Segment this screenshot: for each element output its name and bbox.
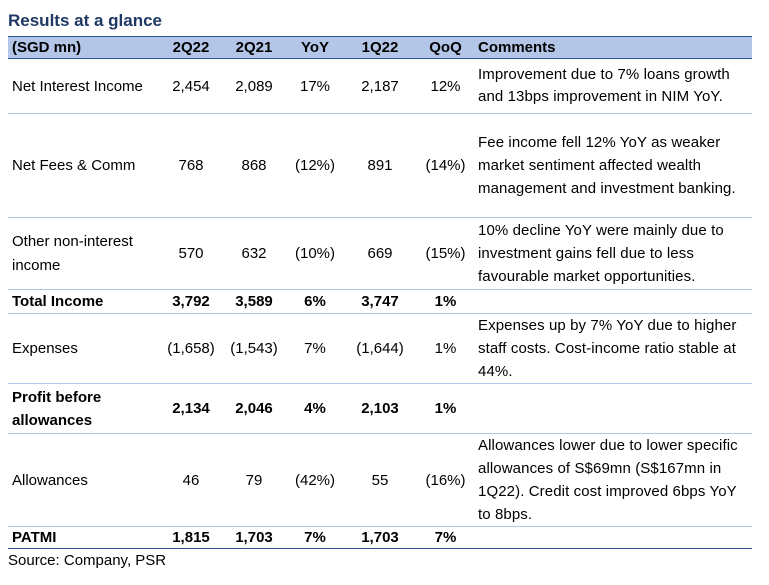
source-note: Source: Company, PSR	[8, 552, 167, 569]
cell-2q21: 79	[221, 433, 287, 527]
cell-qoq: 1%	[417, 313, 474, 384]
cell-2q22: 46	[161, 433, 221, 527]
cell-2q21: 868	[221, 113, 287, 218]
header-yoy: YoY	[287, 36, 343, 59]
cell-1q22: 55	[343, 433, 417, 527]
table-row: Allowances 46 79 (42%) 55 (16%) Allowanc…	[8, 433, 752, 527]
header-unit: (SGD mn)	[8, 36, 161, 59]
cell-comment: Fee income fell 12% YoY as weaker market…	[474, 113, 752, 218]
cell-yoy: 7%	[287, 526, 343, 549]
cell-yoy: 4%	[287, 383, 343, 434]
cell-1q22: 669	[343, 217, 417, 290]
cell-2q22: 570	[161, 217, 221, 290]
cell-comment	[474, 526, 752, 549]
row-label: Profit before allowances	[8, 383, 161, 434]
header-comments: Comments	[474, 36, 752, 59]
table-row: Expenses (1,658) (1,543) 7% (1,644) 1% E…	[8, 313, 752, 384]
cell-yoy: (42%)	[287, 433, 343, 527]
cell-yoy: 7%	[287, 313, 343, 384]
cell-qoq: (14%)	[417, 113, 474, 218]
cell-2q21: 632	[221, 217, 287, 290]
header-1q22: 1Q22	[343, 36, 417, 59]
cell-1q22: 891	[343, 113, 417, 218]
row-label: Net Interest Income	[8, 58, 161, 114]
cell-2q22: 1,815	[161, 526, 221, 549]
cell-2q21: 1,703	[221, 526, 287, 549]
cell-2q21: 3,589	[221, 289, 287, 314]
cell-comment: Expenses up by 7% YoY due to higher staf…	[474, 313, 752, 384]
cell-comment	[474, 289, 752, 314]
row-label: Total Income	[8, 289, 161, 314]
cell-2q22: 3,792	[161, 289, 221, 314]
cell-comment: Allowances lower due to lower specific a…	[474, 433, 752, 527]
cell-2q22: (1,658)	[161, 313, 221, 384]
cell-2q21: (1,543)	[221, 313, 287, 384]
cell-2q22: 768	[161, 113, 221, 218]
cell-qoq: (16%)	[417, 433, 474, 527]
header-2q22: 2Q22	[161, 36, 221, 59]
cell-1q22: 3,747	[343, 289, 417, 314]
cell-yoy: (12%)	[287, 113, 343, 218]
header-row: (SGD mn) 2Q22 2Q21 YoY 1Q22 QoQ Comments	[8, 36, 752, 59]
cell-comment: Improvement due to 7% loans growth and 1…	[474, 58, 752, 114]
cell-2q22: 2,134	[161, 383, 221, 434]
cell-qoq: 7%	[417, 526, 474, 549]
cell-comment	[474, 383, 752, 434]
table-row: Other non-interest income 570 632 (10%) …	[8, 217, 752, 290]
cell-2q22: 2,454	[161, 58, 221, 114]
row-label: Other non-interest income	[8, 217, 161, 290]
cell-yoy: (10%)	[287, 217, 343, 290]
table-row: Total Income 3,792 3,589 6% 3,747 1%	[8, 289, 752, 314]
header-2q21: 2Q21	[221, 36, 287, 59]
cell-qoq: 1%	[417, 383, 474, 434]
row-label: Expenses	[8, 313, 161, 384]
cell-2q21: 2,089	[221, 58, 287, 114]
row-label: PATMI	[8, 526, 161, 549]
cell-1q22: 2,103	[343, 383, 417, 434]
cell-qoq: 12%	[417, 58, 474, 114]
cell-1q22: 1,703	[343, 526, 417, 549]
table-row: Profit before allowances 2,134 2,046 4% …	[8, 383, 752, 434]
cell-1q22: 2,187	[343, 58, 417, 114]
cell-2q21: 2,046	[221, 383, 287, 434]
cell-yoy: 17%	[287, 58, 343, 114]
results-table: (SGD mn) 2Q22 2Q21 YoY 1Q22 QoQ Comments…	[8, 36, 752, 549]
cell-qoq: (15%)	[417, 217, 474, 290]
header-qoq: QoQ	[417, 36, 474, 59]
table-title: Results at a glance	[8, 11, 163, 30]
cell-comment: 10% decline YoY were mainly due to inves…	[474, 217, 752, 290]
cell-yoy: 6%	[287, 289, 343, 314]
table-row: Net Fees & Comm 768 868 (12%) 891 (14%) …	[8, 113, 752, 218]
table-row: Net Interest Income 2,454 2,089 17% 2,18…	[8, 58, 752, 114]
row-label: Net Fees & Comm	[8, 113, 161, 218]
row-label: Allowances	[8, 433, 161, 527]
cell-qoq: 1%	[417, 289, 474, 314]
table-row: PATMI 1,815 1,703 7% 1,703 7%	[8, 526, 752, 549]
cell-1q22: (1,644)	[343, 313, 417, 384]
